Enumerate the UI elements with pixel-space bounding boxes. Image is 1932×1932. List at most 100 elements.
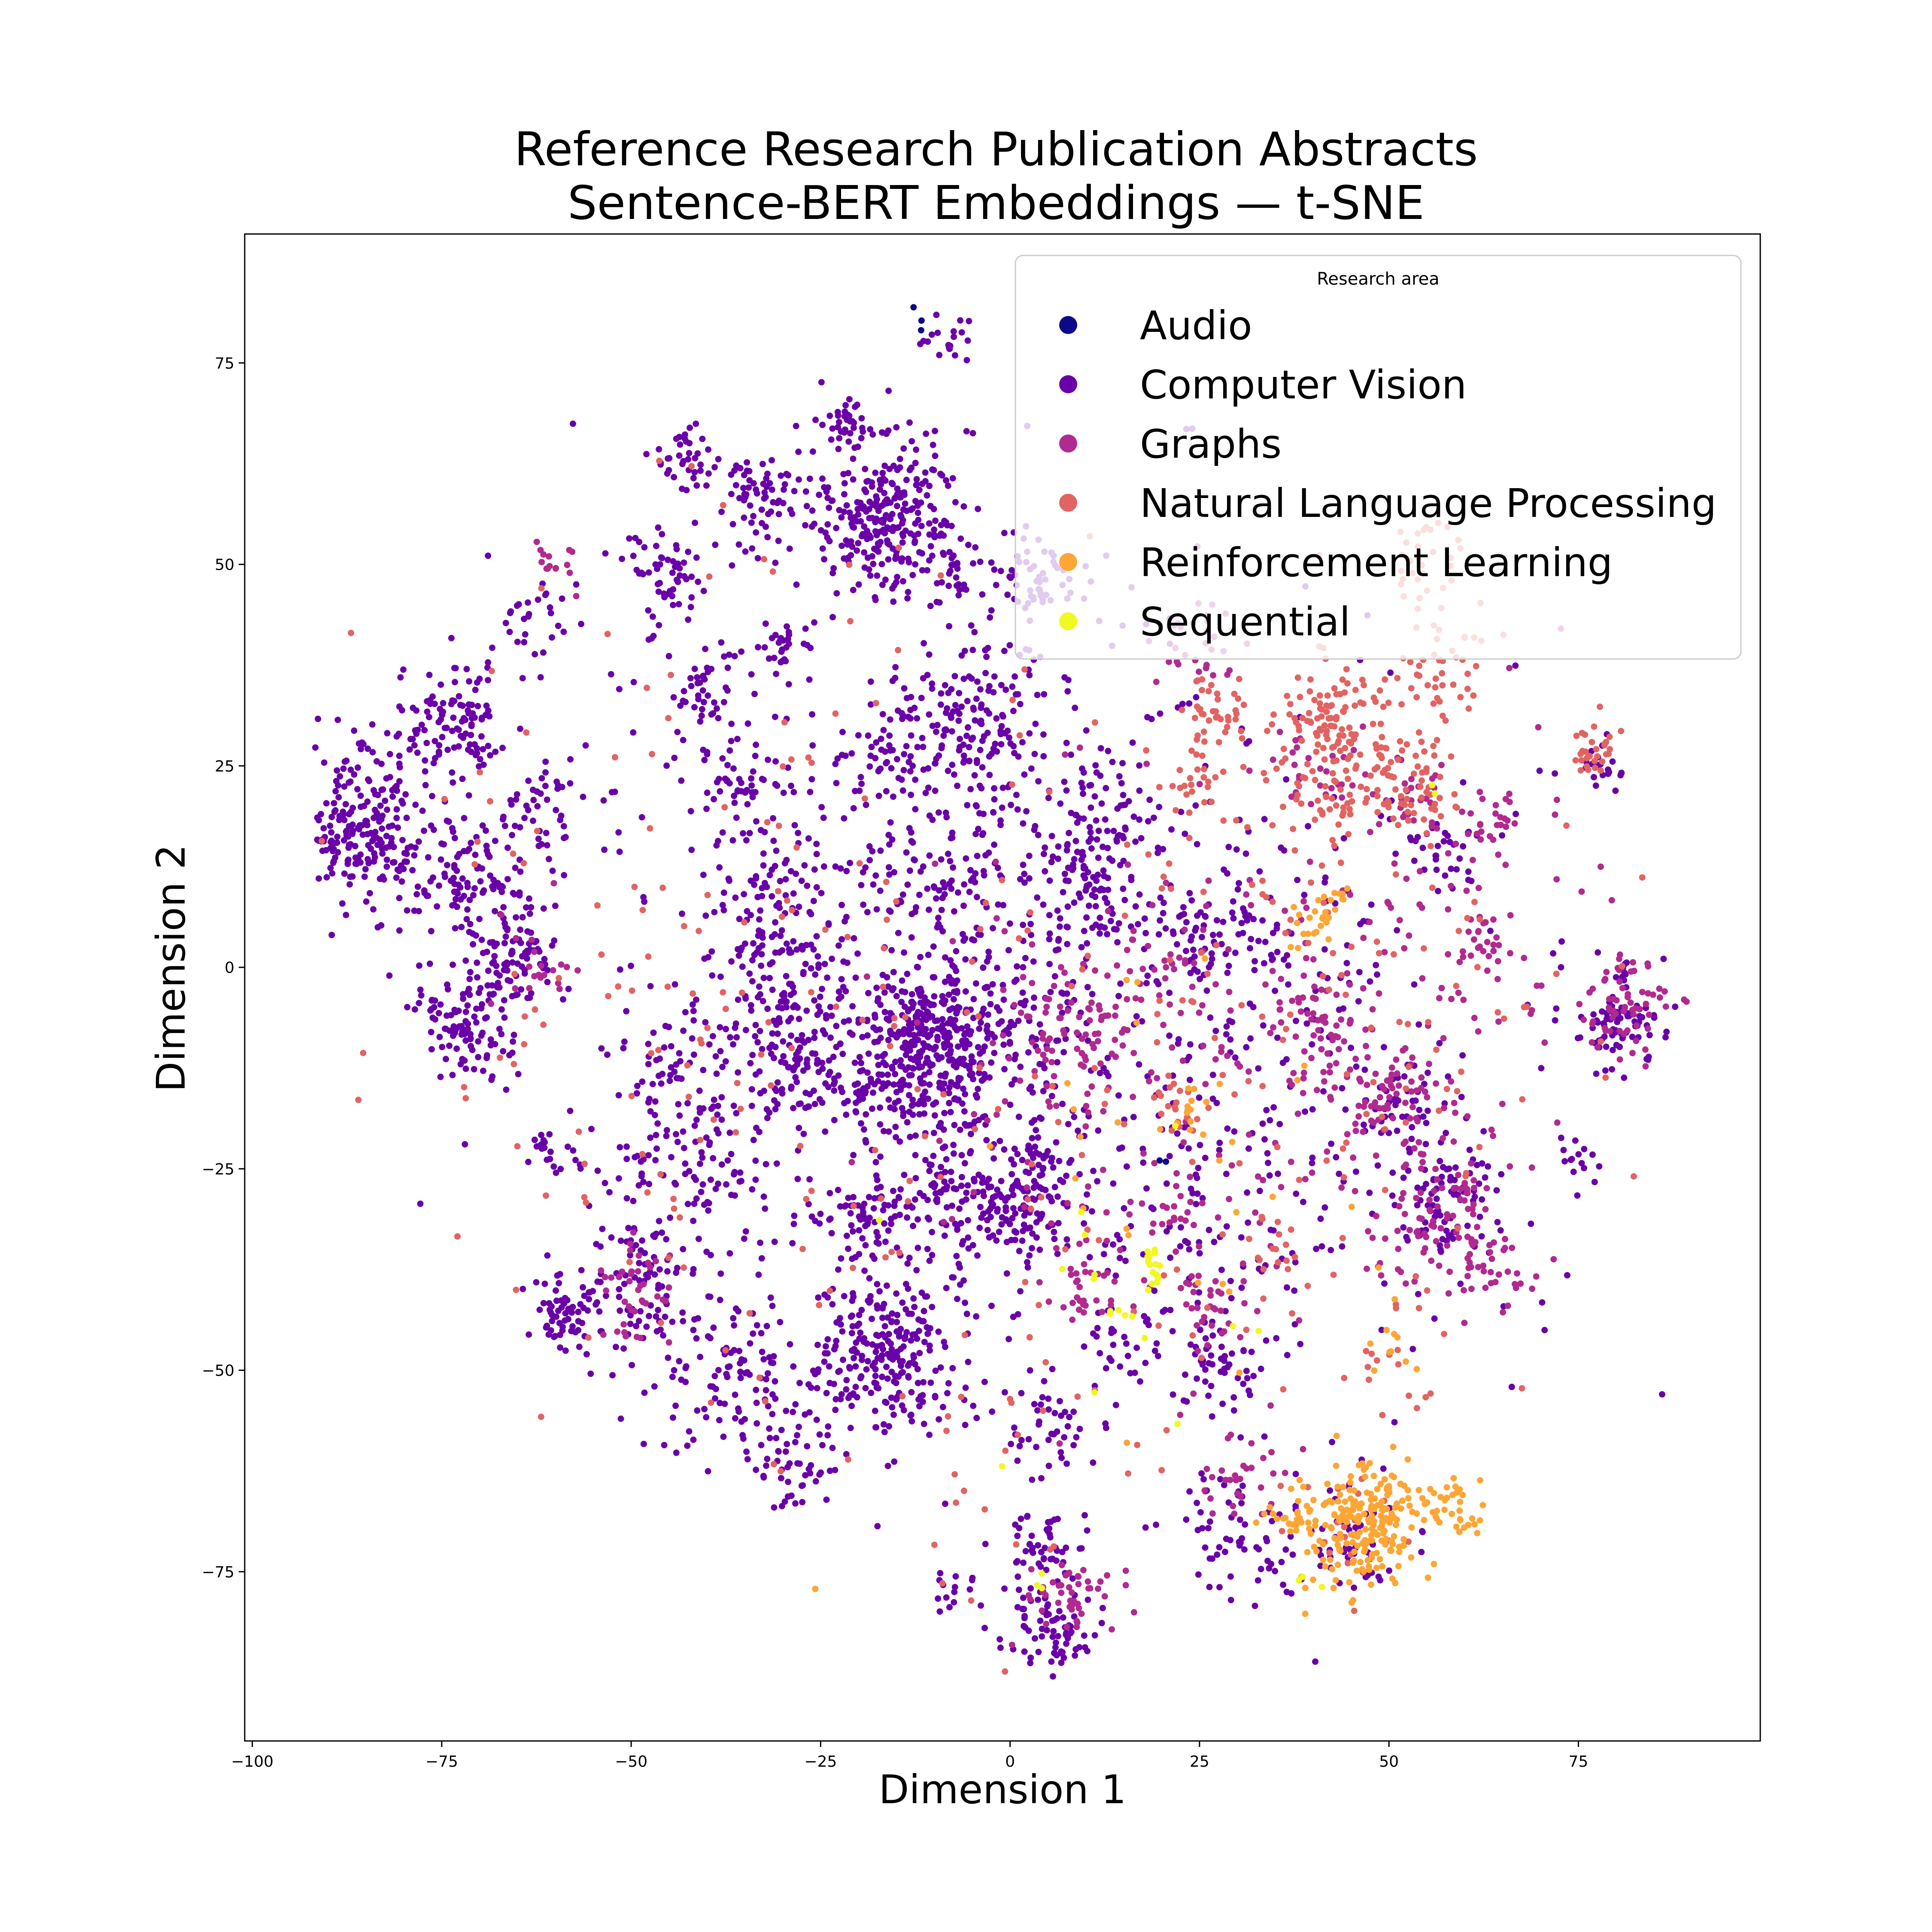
point-computer-vision: [955, 592, 962, 598]
point-computer-vision: [839, 1328, 846, 1335]
point-computer-vision: [930, 974, 936, 981]
point-computer-vision: [904, 970, 911, 977]
point-computer-vision: [346, 881, 353, 888]
point-computer-vision: [1029, 1245, 1035, 1252]
point-computer-vision: [736, 1348, 743, 1355]
point-computer-vision: [908, 791, 914, 798]
point-computer-vision: [902, 1281, 909, 1288]
point-computer-vision: [738, 1356, 745, 1363]
point-computer-vision: [682, 1364, 689, 1371]
point-computer-vision: [460, 995, 467, 1002]
point-computer-vision: [845, 470, 852, 477]
point-computer-vision: [1099, 1605, 1106, 1611]
point-computer-vision: [684, 1200, 691, 1207]
point-computer-vision: [376, 818, 383, 825]
point-computer-vision: [900, 532, 906, 539]
point-computer-vision: [1053, 1557, 1060, 1564]
point-computer-vision: [891, 1203, 898, 1209]
point-computer-vision: [701, 1406, 708, 1413]
point-computer-vision: [444, 862, 450, 869]
point-computer-vision: [558, 812, 565, 819]
point-computer-vision: [508, 950, 515, 957]
point-computer-vision: [814, 1385, 820, 1391]
point-computer-vision: [1036, 1184, 1043, 1191]
point-computer-vision: [802, 960, 809, 967]
point-computer-vision: [887, 1010, 894, 1017]
point-computer-vision: [1221, 1482, 1227, 1488]
point-computer-vision: [666, 588, 673, 595]
point-computer-vision: [1273, 1335, 1280, 1342]
point-computer-vision: [1039, 1625, 1045, 1632]
point-computer-vision: [1263, 1535, 1270, 1542]
point-computer-vision: [1560, 1147, 1567, 1154]
point-computer-vision: [1247, 1035, 1254, 1042]
point-computer-vision: [1528, 1220, 1534, 1227]
point-computer-vision: [389, 793, 396, 800]
point-computer-vision: [346, 811, 352, 817]
point-computer-vision: [912, 1175, 919, 1182]
point-computer-vision: [905, 1064, 912, 1071]
point-computer-vision: [747, 1060, 754, 1066]
point-computer-vision: [826, 1190, 833, 1197]
point-computer-vision: [509, 832, 516, 838]
point-computer-vision: [880, 475, 887, 482]
point-computer-vision: [859, 1034, 866, 1040]
point-computer-vision: [674, 1139, 681, 1145]
point-computer-vision: [371, 858, 377, 865]
point-computer-vision: [699, 1154, 706, 1161]
point-computer-vision: [1602, 1067, 1609, 1074]
point-computer-vision: [747, 1002, 754, 1009]
point-computer-vision: [1327, 1487, 1334, 1494]
point-computer-vision: [656, 1266, 663, 1273]
point-computer-vision: [714, 779, 720, 786]
point-computer-vision: [874, 496, 880, 503]
point-computer-vision: [1064, 1635, 1071, 1642]
point-computer-vision: [1016, 1525, 1023, 1531]
point-computer-vision: [925, 951, 932, 958]
point-audio: [918, 317, 925, 324]
point-computer-vision: [772, 714, 778, 720]
point-computer-vision: [1084, 1191, 1090, 1198]
point-computer-vision: [677, 441, 683, 448]
point-computer-vision: [811, 1035, 818, 1041]
point-computer-vision: [396, 753, 403, 759]
point-computer-vision: [824, 1336, 831, 1343]
point-computer-vision: [485, 677, 492, 683]
point-computer-vision: [887, 819, 894, 826]
point-computer-vision: [594, 1167, 601, 1174]
point-computer-vision: [826, 1467, 833, 1474]
point-computer-vision: [1026, 1170, 1032, 1176]
point-computer-vision: [1095, 827, 1102, 834]
point-computer-vision: [969, 647, 976, 653]
point-computer-vision: [1389, 1170, 1396, 1176]
point-computer-vision: [878, 561, 885, 568]
point-computer-vision: [553, 1170, 559, 1176]
point-computer-vision: [1000, 996, 1007, 1003]
point-computer-vision: [778, 998, 784, 1005]
point-computer-vision: [471, 741, 478, 748]
point-computer-vision: [719, 755, 726, 762]
point-computer-vision: [321, 759, 328, 766]
point-computer-vision: [1003, 1217, 1010, 1224]
point-computer-vision: [690, 1017, 697, 1024]
point-computer-vision: [1406, 1149, 1413, 1156]
point-computer-vision: [429, 1015, 436, 1021]
point-computer-vision: [853, 1109, 860, 1116]
point-computer-vision: [974, 893, 980, 900]
point-computer-vision: [919, 1092, 926, 1099]
point-computer-vision: [895, 930, 902, 936]
point-computer-vision: [578, 1267, 585, 1273]
point-computer-vision: [322, 847, 329, 854]
point-computer-vision: [645, 636, 652, 643]
point-computer-vision: [954, 990, 960, 996]
point-computer-vision: [427, 697, 434, 704]
point-computer-vision: [851, 1355, 857, 1361]
point-computer-vision: [877, 1184, 884, 1191]
point-computer-vision: [968, 622, 975, 629]
point-computer-vision: [379, 812, 386, 819]
point-computer-vision: [1536, 767, 1543, 774]
point-computer-vision: [936, 532, 943, 539]
point-computer-vision: [1552, 770, 1558, 777]
point-computer-vision: [576, 1343, 583, 1350]
point-computer-vision: [964, 698, 971, 705]
